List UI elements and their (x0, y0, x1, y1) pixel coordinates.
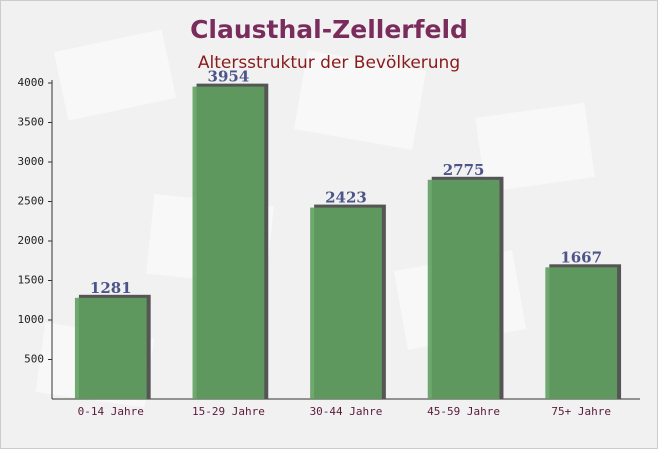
value-label: 2775 (443, 161, 485, 179)
y-tick-label: 1500 (18, 274, 45, 287)
value-label: 1667 (560, 248, 602, 266)
y-tick-label: 3500 (18, 116, 45, 129)
y-tick-label: 3000 (18, 155, 45, 168)
bar (545, 267, 618, 399)
chart-subtitle: Altersstruktur der Bevölkerung (198, 53, 460, 73)
y-tick-label: 2000 (18, 234, 45, 247)
x-tick-label: 15-29 Jahre (192, 405, 265, 418)
y-tick-label: 1000 (18, 313, 45, 326)
bar (74, 297, 147, 399)
x-tick-label: 30-44 Jahre (310, 405, 383, 418)
chart-title: Clausthal-Zellerfeld (190, 15, 468, 44)
x-tick-label: 75+ Jahre (551, 405, 611, 418)
bar (427, 179, 500, 399)
y-tick-label: 4000 (18, 76, 45, 89)
y-tick-label: 2500 (18, 195, 45, 208)
value-label: 1281 (90, 279, 132, 297)
value-label: 3954 (208, 68, 250, 86)
x-tick-label: 0-14 Jahre (78, 405, 144, 418)
bar (192, 86, 265, 399)
x-tick-label: 45-59 Jahre (427, 405, 500, 418)
y-tick-label: 500 (24, 353, 44, 366)
bar (310, 207, 382, 399)
value-label: 2423 (325, 189, 367, 207)
